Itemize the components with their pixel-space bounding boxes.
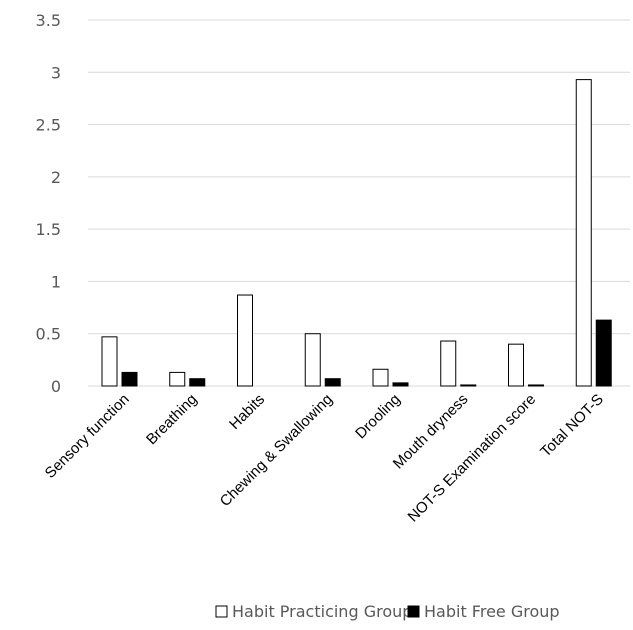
bar-habit-free-group-drooling (392, 382, 409, 387)
legend-label-habit-practicing: Habit Practicing Group (232, 602, 412, 621)
legend: Habit Practicing Group Habit Free Group (215, 602, 560, 621)
bar-habit-practicing-group-sensory-function (101, 336, 118, 387)
y-tick-label: 2.5 (36, 116, 61, 135)
bar-habit-free-group-chewing-swallowing (324, 378, 341, 387)
bars (101, 79, 612, 387)
legend-label-habit-free: Habit Free Group (424, 602, 560, 621)
bar-habit-free-group-total-not-s (595, 319, 612, 387)
bar-habit-practicing-group-total-not-s (575, 79, 592, 387)
x-category-label-chewing-swallowing: Chewing & Swallowing (217, 391, 336, 510)
x-category-label-sensory-function: Sensory function (42, 391, 133, 482)
bar-habit-practicing-group-mouth-dryness (440, 340, 457, 387)
bar-habit-practicing-group-breathing (169, 371, 186, 387)
y-axis-ticks: 0 0.5 1 1.5 2 2.5 3 3.5 (36, 11, 61, 396)
y-tick-label: 3.5 (36, 11, 61, 30)
y-tick-label: 1.5 (36, 220, 61, 239)
y-tick-label: 3 (51, 63, 61, 82)
y-tick-label: 0 (51, 377, 61, 396)
x-category-label-habits: Habits (226, 391, 268, 433)
bar-habit-free-group-breathing (189, 378, 206, 387)
x-category-label-total-not-s: Total NOT-S (537, 391, 607, 461)
bar-habit-free-group-sensory-function (121, 371, 138, 387)
x-category-label-not-s-examination-score: NOT-S Examination score (405, 391, 540, 526)
bar-habit-free-group-mouth-dryness (460, 384, 477, 387)
x-category-label-breathing: Breathing (143, 391, 200, 448)
y-tick-label: 1 (51, 272, 61, 291)
gridlines (88, 19, 630, 387)
bar-habit-practicing-group-chewing-swallowing (304, 333, 321, 387)
legend-swatch-habit-practicing (215, 605, 228, 618)
bar-habit-practicing-group-drooling (372, 368, 389, 387)
bar-habit-free-group-not-s-examination-score (528, 384, 544, 387)
bar-habit-practicing-group-not-s-examination-score (508, 343, 524, 387)
legend-swatch-habit-free (407, 605, 420, 618)
bar-habit-practicing-group-habits (237, 294, 253, 387)
y-tick-label: 2 (51, 168, 61, 187)
y-tick-label: 0.5 (36, 325, 61, 344)
x-category-label-drooling: Drooling (352, 391, 404, 443)
